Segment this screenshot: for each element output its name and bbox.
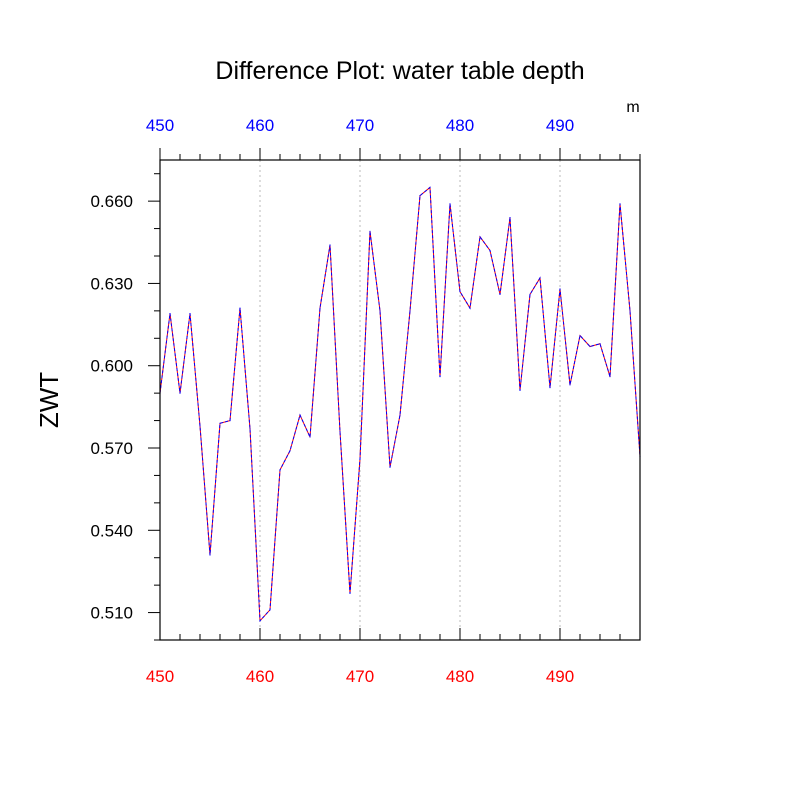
x-tick-label-top: 480 (446, 116, 474, 135)
data-point (289, 450, 291, 452)
data-point (369, 230, 371, 232)
data-point (589, 345, 591, 348)
data-point (279, 469, 281, 471)
data-point (249, 428, 251, 430)
data-point (519, 389, 521, 391)
data-point (609, 376, 611, 378)
x-tick-label-top: 460 (246, 116, 274, 135)
data-point (429, 186, 431, 189)
series-line-dashed (159, 186, 641, 623)
data-point (199, 425, 201, 427)
data-point (629, 310, 631, 312)
data-point (509, 217, 511, 219)
data-point (219, 422, 221, 424)
data-point (269, 609, 271, 611)
data-point (399, 414, 401, 416)
data-point (169, 313, 171, 315)
data-point (579, 334, 581, 337)
data-point (359, 458, 361, 460)
x-tick-label-top: 470 (346, 116, 374, 135)
data-point (339, 430, 341, 433)
top-axis-unit-label: m (626, 99, 639, 116)
data-point (209, 554, 211, 556)
data-point (179, 392, 181, 394)
data-point (409, 310, 411, 312)
data-point (419, 195, 421, 197)
x-tick-label-top: 450 (146, 116, 174, 135)
data-point (439, 376, 441, 378)
data-point (309, 436, 311, 438)
data-point (499, 293, 501, 295)
x-tick-label-bottom: 490 (546, 667, 574, 686)
data-point (299, 414, 301, 416)
data-point (229, 419, 231, 422)
data-point (489, 249, 491, 252)
data-point (619, 203, 621, 205)
data-point (379, 310, 381, 312)
data-point (389, 466, 391, 468)
data-point (529, 293, 531, 295)
data-point (319, 307, 321, 309)
data-point (239, 307, 241, 309)
data-point (599, 343, 601, 345)
x-tick-label-top: 490 (546, 116, 574, 135)
y-axis-label: ZWT (34, 372, 64, 428)
data-point (479, 236, 481, 238)
y-tick-label: 0.600 (90, 357, 133, 376)
y-tick-label: 0.540 (90, 521, 133, 540)
y-tick-label: 0.630 (90, 274, 133, 293)
data-point (469, 307, 471, 309)
data-point (549, 387, 551, 389)
y-tick-label: 0.570 (90, 439, 133, 458)
x-tick-label-bottom: 470 (346, 667, 374, 686)
chart-title: Difference Plot: water table depth (215, 57, 584, 85)
data-point (559, 288, 561, 290)
data-point (459, 291, 461, 293)
x-tick-label-bottom: 480 (446, 667, 474, 686)
data-point (259, 620, 261, 622)
data-point (189, 313, 191, 315)
x-tick-label-bottom: 450 (146, 667, 174, 686)
y-tick-label: 0.660 (90, 192, 133, 211)
y-tick-label: 0.510 (90, 604, 133, 623)
data-point (539, 277, 541, 279)
series-line-solid (159, 186, 641, 623)
x-tick-label-bottom: 460 (246, 667, 274, 686)
data-point (329, 244, 331, 246)
data-point (569, 384, 571, 386)
data-point (349, 592, 351, 594)
data-point (449, 203, 451, 205)
